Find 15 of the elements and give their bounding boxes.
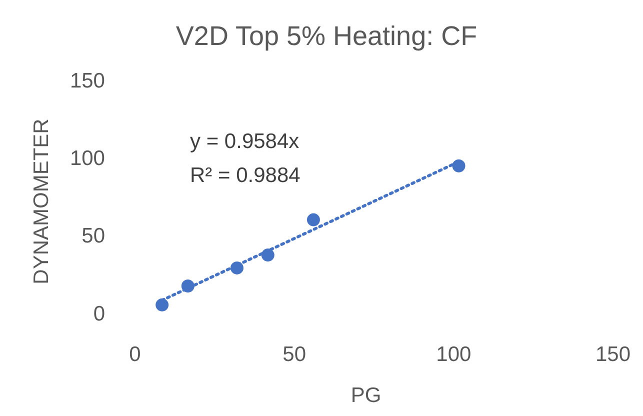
y-tick-label: 0 bbox=[93, 302, 105, 326]
x-tick-label: 0 bbox=[129, 343, 141, 366]
y-axis-title: DYNAMOMETER bbox=[30, 118, 53, 284]
chart-title: V2D Top 5% Heating: CF bbox=[176, 21, 478, 51]
x-axis-title: PG bbox=[350, 384, 382, 407]
annotation: y = 0.9584x bbox=[190, 130, 300, 153]
y-tick-label: 100 bbox=[70, 147, 105, 170]
y-tick-label: 50 bbox=[82, 224, 105, 248]
y-tick-label: 150 bbox=[70, 69, 105, 92]
point bbox=[156, 298, 169, 312]
x-tick-label: 150 bbox=[595, 343, 631, 366]
x-tick-label: 100 bbox=[436, 343, 472, 366]
annotation: R² = 0.9884 bbox=[190, 164, 301, 187]
point bbox=[306, 213, 320, 226]
x-tick-label: 50 bbox=[282, 343, 306, 366]
